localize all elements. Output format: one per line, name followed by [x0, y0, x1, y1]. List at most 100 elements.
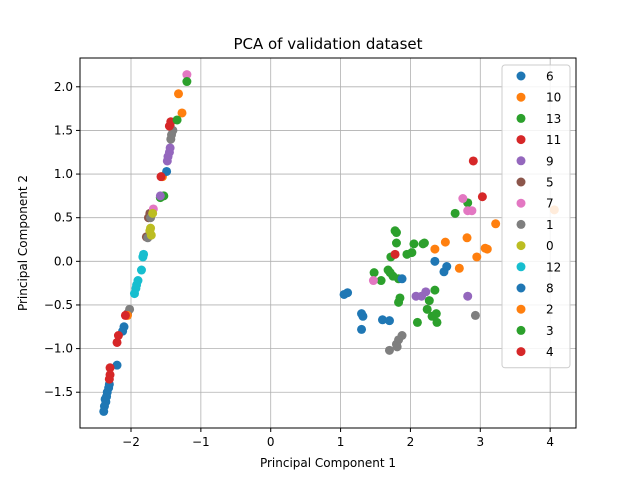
- y-tick-label: −0.5: [44, 298, 73, 312]
- point-series-8: [343, 288, 353, 298]
- legend-label: 8: [546, 282, 554, 296]
- point-series-8: [357, 324, 367, 334]
- point-series-13: [376, 276, 386, 286]
- legend-marker: [516, 71, 526, 81]
- legend-label: 1: [546, 218, 554, 232]
- legend-marker: [516, 219, 526, 229]
- point-series-8: [397, 274, 407, 284]
- point-series-8: [442, 262, 452, 272]
- grid: [80, 58, 576, 428]
- point-series-12: [136, 265, 146, 275]
- point-series-0: [145, 226, 155, 236]
- point-series-13: [409, 239, 419, 249]
- point-series-10: [472, 252, 482, 262]
- point-series-1: [166, 134, 176, 144]
- y-tick-label: 0.0: [54, 254, 73, 268]
- x-axis-label: Principal Component 1: [260, 456, 396, 470]
- point-series-4: [164, 121, 174, 131]
- point-series-10: [462, 233, 472, 243]
- y-tick-label: 1.5: [54, 123, 73, 137]
- point-series-13: [431, 309, 441, 319]
- plot-frame: [79, 57, 577, 429]
- point-series-0: [148, 208, 158, 218]
- point-series-4: [105, 363, 115, 373]
- point-series-9: [421, 287, 431, 297]
- point-series-13: [412, 317, 422, 327]
- point-series-1: [470, 310, 480, 320]
- legend-marker: [516, 113, 526, 123]
- legend-label: 0: [546, 239, 554, 253]
- legend-label: 13: [546, 112, 561, 126]
- point-series-12: [139, 249, 149, 259]
- y-tick-label: −1.5: [44, 385, 73, 399]
- legend-label: 11: [546, 133, 561, 147]
- x-tick-label: 0: [267, 435, 275, 449]
- legend-label: 5: [546, 176, 554, 190]
- point-series-3: [402, 249, 412, 259]
- point-series-10: [430, 244, 440, 254]
- point-series-4: [120, 310, 130, 320]
- legend-marker: [516, 198, 526, 208]
- point-series-13: [369, 268, 379, 278]
- point-series-13: [424, 296, 434, 306]
- point-series-4: [156, 172, 166, 182]
- point-series-12: [132, 280, 142, 290]
- point-series-9: [463, 291, 473, 301]
- point-series-13: [419, 238, 429, 248]
- legend-label: 12: [546, 260, 561, 274]
- legend-marker: [516, 262, 526, 272]
- point-series-3: [182, 77, 192, 87]
- point-series-6: [102, 392, 112, 402]
- y-tick-label: −1.0: [44, 342, 73, 356]
- legend-label: 7: [546, 197, 554, 211]
- point-series-4: [390, 249, 400, 259]
- chart-title: PCA of validation dataset: [233, 35, 422, 53]
- legend-marker: [516, 177, 526, 187]
- y-axis-label: Principal Component 2: [16, 175, 30, 311]
- legend-marker: [516, 156, 526, 166]
- point-series-13: [422, 304, 432, 314]
- point-series-9: [155, 191, 165, 201]
- legend-label: 10: [546, 91, 561, 105]
- point-series-6: [99, 406, 109, 416]
- point-series-7: [368, 276, 378, 286]
- point-series-10: [454, 263, 464, 273]
- point-series-8: [430, 256, 440, 266]
- point-series-11: [468, 156, 478, 166]
- point-series-4: [104, 374, 114, 384]
- point-series-11: [477, 192, 487, 202]
- point-series-10: [491, 219, 501, 229]
- legend-marker: [516, 283, 526, 293]
- point-series-7: [458, 193, 468, 203]
- point-series-1: [392, 342, 402, 352]
- point-series-13: [430, 285, 440, 295]
- point-series-13: [391, 238, 401, 248]
- legend-box: [501, 64, 571, 369]
- x-tick-label: 4: [546, 435, 554, 449]
- x-tick-label: 3: [476, 435, 484, 449]
- legend-label: 9: [546, 154, 554, 168]
- axis-ticks: −2 −1 0 1 2 3 4 −1.5 −1.0 −0.5 0.0 0.5 1.0 1.5 2.0: [44, 80, 554, 449]
- x-tick-label: 2: [407, 435, 415, 449]
- point-series-1: [384, 345, 394, 355]
- point-series-13: [391, 228, 401, 238]
- point-series-7: [467, 206, 477, 216]
- y-tick-label: 1.0: [54, 167, 73, 181]
- legend-label: 6: [546, 70, 554, 84]
- x-tick-label: −1: [192, 435, 210, 449]
- point-series-10: [482, 244, 492, 254]
- legend-marker: [516, 304, 526, 314]
- legend-marker: [516, 92, 526, 102]
- x-tick-label: −2: [122, 435, 140, 449]
- legend-marker: [516, 241, 526, 251]
- point-series-4: [112, 337, 122, 347]
- legend-label: 2: [546, 303, 554, 317]
- legend-label: 3: [546, 324, 554, 338]
- point-series-3: [394, 297, 404, 307]
- point-series-9: [165, 143, 175, 153]
- point-series-10: [177, 108, 187, 118]
- point-series-13: [432, 317, 442, 327]
- point-series-3: [172, 115, 182, 125]
- point-series-8: [112, 360, 122, 370]
